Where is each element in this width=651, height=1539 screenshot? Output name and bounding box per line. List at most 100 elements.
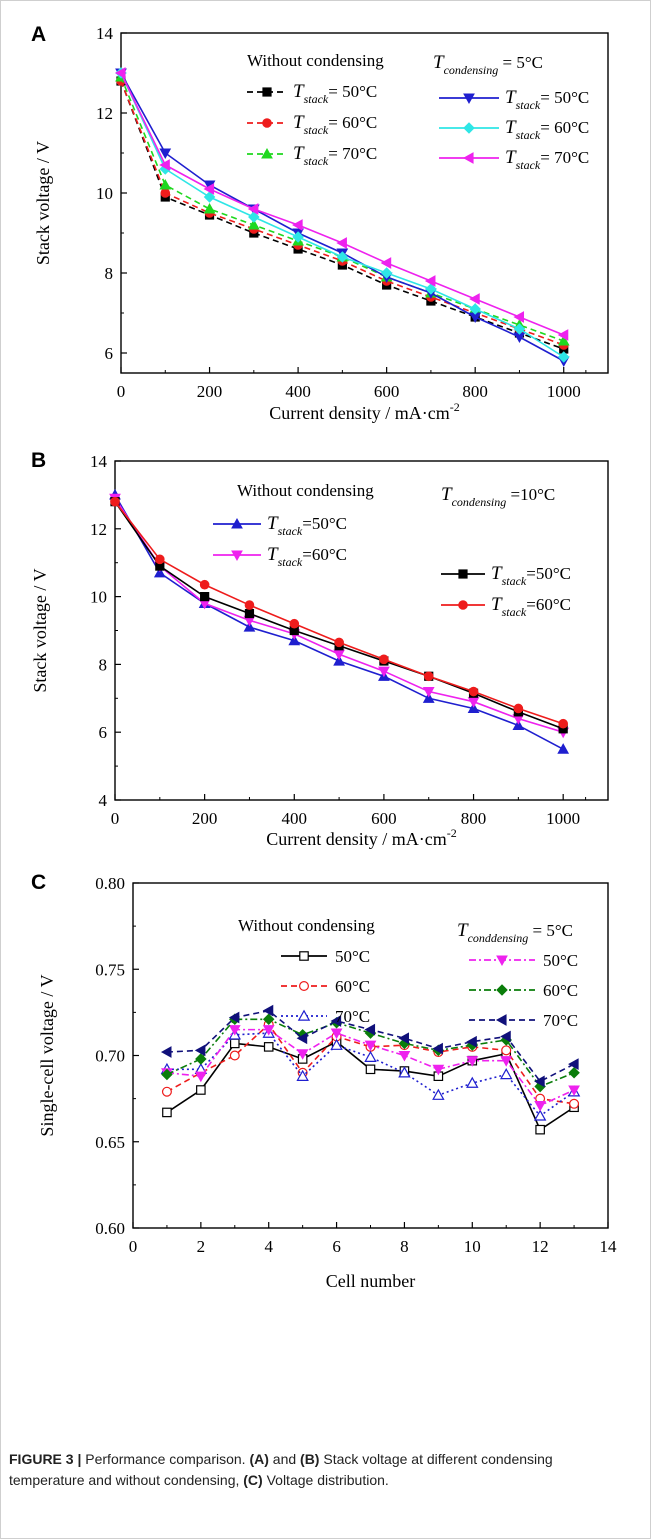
data-point xyxy=(568,1085,580,1097)
legend-entry-label: 70°C xyxy=(335,1007,370,1026)
data-point xyxy=(534,1100,547,1112)
legend-entry-label-rest: =60°C xyxy=(526,595,571,614)
panel-letter: A xyxy=(31,23,46,46)
data-point xyxy=(569,1098,580,1109)
data-point xyxy=(398,1066,411,1078)
legend-entry-label: Tstack=60°C xyxy=(491,594,571,619)
legend-entry-label-sub: stack xyxy=(516,158,541,172)
y-axis-title: Stack voltage / V xyxy=(33,141,53,265)
legend-title-rest: =10°C xyxy=(506,485,555,504)
x-tick-label: 1000 xyxy=(546,809,580,828)
x-axis-title-sup: -2 xyxy=(450,400,460,414)
data-point xyxy=(533,1109,547,1121)
data-point xyxy=(557,334,570,346)
data-point xyxy=(568,1066,580,1079)
data-point xyxy=(333,649,345,661)
legend-swatch-marker xyxy=(458,600,468,610)
data-point xyxy=(500,1056,513,1067)
data-point xyxy=(557,329,569,341)
x-tick-label: 400 xyxy=(282,809,308,828)
y-tick-label: 6 xyxy=(105,344,114,363)
data-point xyxy=(333,654,345,666)
data-point xyxy=(159,178,172,190)
y-tick-label: 0.65 xyxy=(95,1133,125,1152)
legend-entry-label-rest: = 60°C xyxy=(540,118,589,137)
data-point xyxy=(330,1015,342,1027)
x-axis-title-sup: -2 xyxy=(447,826,457,840)
series-line xyxy=(114,501,564,730)
data-point xyxy=(466,1035,477,1048)
y-tick-label: 12 xyxy=(90,520,107,539)
data-point xyxy=(229,1050,240,1061)
data-point xyxy=(288,634,301,646)
data-point xyxy=(110,496,120,507)
chart-panel-c: C 0 2 4 6 8 10 12 14 0.60 0.65 0.70 0.75 0.80 Cell num… xyxy=(31,871,617,1291)
y-tick-label: 8 xyxy=(105,264,114,283)
data-point xyxy=(424,275,436,287)
data-point xyxy=(289,618,300,629)
x-tick-label: 6 xyxy=(332,1237,341,1256)
data-point xyxy=(263,1042,274,1052)
y-axis-title: Single-cell voltage / V xyxy=(37,974,57,1136)
legend-entry-label: Tstack= 60°C xyxy=(505,117,589,142)
x-tick-label: 0 xyxy=(117,382,126,401)
x-tick-label: 1000 xyxy=(547,382,581,401)
legend-entry-label-rest: =50°C xyxy=(302,514,347,533)
legend-title: Tconddensing = 5°C xyxy=(457,920,573,945)
series-6 xyxy=(160,1004,579,1088)
data-point xyxy=(114,67,126,79)
legend-entry-label: Tstack= 70°C xyxy=(505,147,589,172)
data-point xyxy=(155,554,165,565)
data-point xyxy=(513,703,524,714)
legend-entry-label-sub: stack xyxy=(516,98,541,112)
x-tick-label: 200 xyxy=(192,809,218,828)
data-point xyxy=(160,1046,172,1058)
legend-swatch-marker xyxy=(261,147,273,159)
series-6 xyxy=(114,67,569,341)
legend-entry-label: 60°C xyxy=(543,981,578,1000)
data-point xyxy=(378,666,390,678)
legend-entry-label-rest: = 70°C xyxy=(540,148,589,167)
data-point xyxy=(160,188,171,198)
legend-swatch-marker xyxy=(231,550,243,562)
legend-entry-label-sub: stack xyxy=(502,574,527,588)
legend-title: Without condensing xyxy=(237,481,374,500)
x-axis-title-text: Cell number xyxy=(326,1271,415,1291)
panel-letter: C xyxy=(31,871,46,894)
caption-ref-c: (C) xyxy=(243,1472,263,1488)
data-point xyxy=(501,1045,512,1056)
data-point xyxy=(422,692,435,703)
series-4 xyxy=(110,496,568,729)
legend-swatch-marker xyxy=(462,152,474,164)
legend-swatch-marker xyxy=(458,569,468,579)
data-point xyxy=(380,257,392,269)
data-point xyxy=(292,231,304,243)
data-point xyxy=(161,1068,173,1081)
x-tick-label: 800 xyxy=(462,382,488,401)
data-point xyxy=(398,1032,409,1045)
data-point xyxy=(466,1076,479,1088)
data-point xyxy=(334,637,344,648)
data-point xyxy=(467,702,480,714)
data-point xyxy=(330,1028,343,1040)
legend-entry-label-sub: stack xyxy=(278,555,303,569)
data-point xyxy=(228,1025,241,1036)
x-axis-title: Current density / mA·cm-2 xyxy=(266,826,456,849)
data-point xyxy=(432,1064,445,1076)
caption-text-3: Stack voltage at different condensing te… xyxy=(9,1451,553,1488)
legend-entry-label-rest: = 60°C xyxy=(328,113,377,132)
data-point xyxy=(262,1013,275,1026)
x-tick-label: 10 xyxy=(464,1237,481,1256)
data-point xyxy=(466,1056,479,1067)
data-point xyxy=(159,148,172,160)
legend-entry-label-T: T xyxy=(293,143,305,164)
legend-entry-label: Tstack=50°C xyxy=(267,513,347,538)
legend-title-T: T xyxy=(433,52,445,73)
legend-title-rest: = 5°C xyxy=(498,53,543,72)
data-point xyxy=(262,1004,274,1017)
y-tick-label: 12 xyxy=(96,104,113,123)
legend-entry-label-sub: stack xyxy=(304,154,329,168)
